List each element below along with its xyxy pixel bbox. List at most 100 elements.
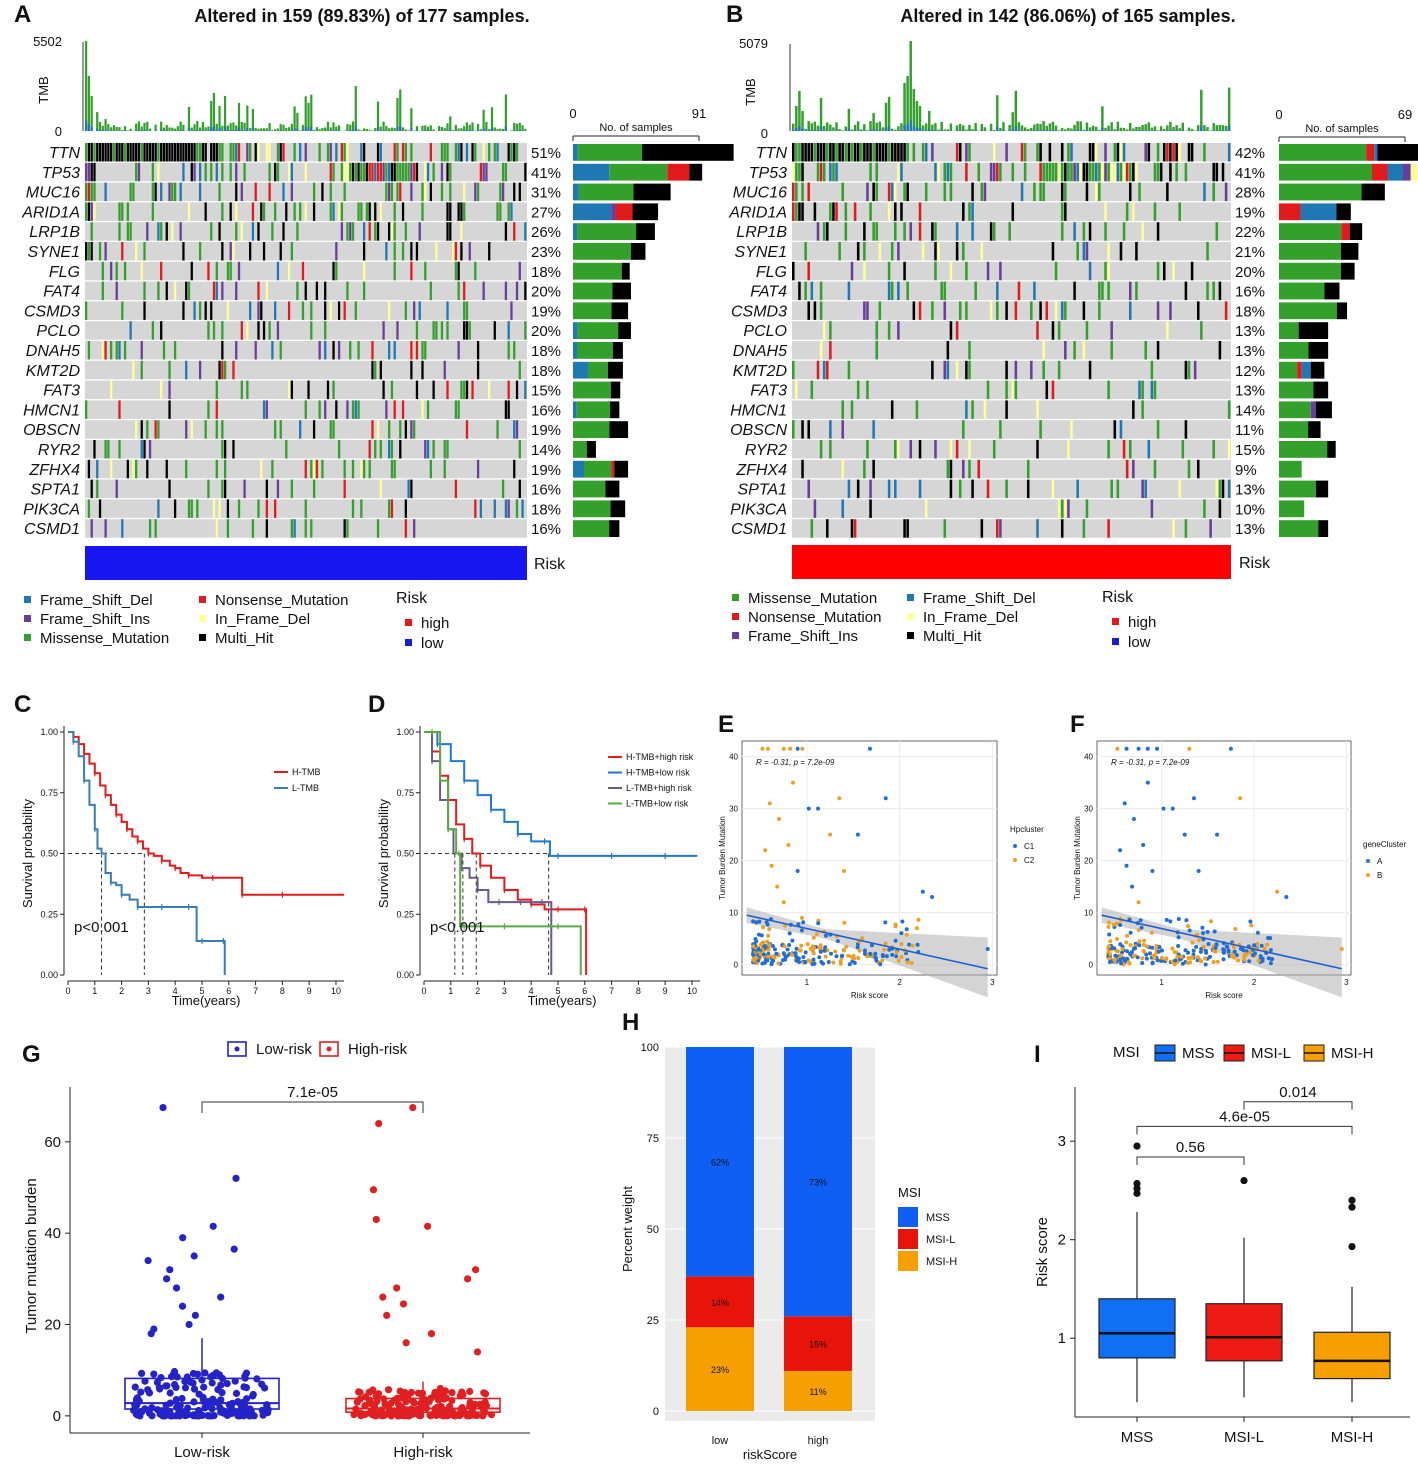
oncoplot-cell <box>290 242 293 261</box>
gene-percent-spta1: 13% <box>1235 482 1265 499</box>
g-point <box>132 1410 140 1418</box>
scatter-point <box>899 955 904 959</box>
oncoplot-cell <box>1116 162 1120 182</box>
scatter-point <box>1213 946 1218 950</box>
oncoplot-cell <box>210 162 213 182</box>
gene-percent-fat3: 15% <box>531 383 561 400</box>
tmb-bar <box>362 128 366 131</box>
tmb-bar <box>276 128 280 131</box>
sample-count-bar <box>1316 401 1332 419</box>
oncoplot-cell <box>204 202 207 221</box>
oncoplot-cell <box>900 162 903 182</box>
tmb-bar <box>468 124 471 131</box>
scatter-point <box>860 936 865 941</box>
oncoplot-cell <box>185 360 188 380</box>
oncoplot-cell <box>290 519 293 538</box>
oncoplot-cell <box>140 143 143 162</box>
tmb-bar-segment <box>819 127 823 131</box>
oncoplot-cell <box>198 162 202 182</box>
scatter-point <box>785 947 790 952</box>
gene-percent-csmd3: 19% <box>531 303 561 320</box>
g-point <box>409 1103 417 1112</box>
oncoplot-cell <box>980 242 984 261</box>
oncoplot-cell <box>368 202 371 221</box>
oncoplot-cell <box>382 321 385 340</box>
oncoplot-cell <box>354 301 357 320</box>
oncoplot-cell <box>872 459 875 479</box>
oncoplot-cell <box>160 143 163 162</box>
km-y-axis-title: Survival probability <box>20 798 35 908</box>
tmb-bar <box>992 129 996 131</box>
oncoplot-cell <box>332 341 335 360</box>
scatter-point <box>1108 952 1113 957</box>
h-legend-key <box>898 1251 918 1271</box>
oncoplot-cell <box>104 341 107 360</box>
oncoplot-cell <box>254 182 257 202</box>
oncoplot-cell <box>515 499 519 518</box>
i-box-msi-l <box>1205 1303 1283 1362</box>
sample-count-bar <box>621 262 630 280</box>
oncoplot-cell <box>943 360 947 380</box>
g-x-tick-label: Low-risk <box>174 1444 230 1461</box>
oncoplot-cell <box>207 400 210 419</box>
oncoplot-cell <box>329 162 332 182</box>
scatter-point <box>847 962 852 967</box>
oncoplot-cell <box>415 380 419 400</box>
scatter-point <box>1129 950 1134 955</box>
oncoplot-cell <box>98 143 102 162</box>
oncoplot-cell <box>894 182 897 202</box>
oncoplot-cell <box>1132 459 1135 479</box>
oncoplot-cell <box>801 162 804 182</box>
scatter-y-tick-label: 0 <box>734 961 739 970</box>
oncoplot-cell <box>850 143 854 162</box>
oncoplot-cell <box>215 400 218 419</box>
oncoplot-cell <box>349 341 352 360</box>
scatter-point <box>1176 935 1181 940</box>
tmb-bar <box>179 121 182 131</box>
oncoplot-cell <box>312 459 316 479</box>
gene-percent-pik3ca: 18% <box>531 501 561 518</box>
tmb-bar <box>1011 112 1014 131</box>
oncoplot-cell <box>343 162 346 182</box>
tmb-bar <box>1169 121 1172 131</box>
tmb-bar-segment <box>207 130 210 131</box>
oncoplot-cell <box>304 459 307 479</box>
scatter-point <box>849 954 854 959</box>
tmb-bar <box>1020 125 1024 131</box>
tmb-bar-segment <box>251 128 255 131</box>
tmb-bar <box>798 91 801 131</box>
oncoplot-cell <box>838 143 841 162</box>
scatter-point <box>1136 928 1141 932</box>
oncoplot-cell <box>221 341 224 360</box>
sample-count-bar <box>1336 203 1351 221</box>
oncoplot-cell <box>232 242 235 261</box>
tmb-bar-segment <box>989 130 993 131</box>
oncoplot-cell <box>1085 321 1089 340</box>
oncoplot-cell <box>1178 143 1181 162</box>
i-box-msi-h <box>1313 1331 1391 1380</box>
oncoplot-cell <box>1042 162 1045 182</box>
oncoplot-cell <box>1067 440 1070 459</box>
scatter-point <box>855 945 860 950</box>
oncoplot-row-bg <box>792 341 1231 360</box>
oncoplot-cell <box>1156 143 1160 162</box>
tmb-bar <box>301 125 305 131</box>
oncoplot-cell <box>443 440 446 459</box>
tmb-bar <box>210 101 213 131</box>
oncoplot-cell <box>118 202 121 221</box>
oncoplot-cell <box>1098 182 1101 202</box>
oncoplot-cell <box>446 162 449 182</box>
oncoplot-cell <box>148 519 152 538</box>
tmb-bar-segment <box>438 130 441 131</box>
oncoplot-cell <box>1076 242 1079 261</box>
tmb-bar <box>890 128 894 131</box>
oncoplot-cell <box>187 143 191 162</box>
scatter-point <box>1203 962 1208 967</box>
tmb-bar-segment <box>903 125 906 131</box>
tmb-bar-segment <box>349 130 352 131</box>
oncoplot-cell <box>143 281 146 301</box>
tmb-bar <box>287 127 291 131</box>
g-point <box>144 1256 152 1265</box>
scatter-point <box>1252 943 1257 948</box>
oncoplot-cell <box>863 143 866 162</box>
